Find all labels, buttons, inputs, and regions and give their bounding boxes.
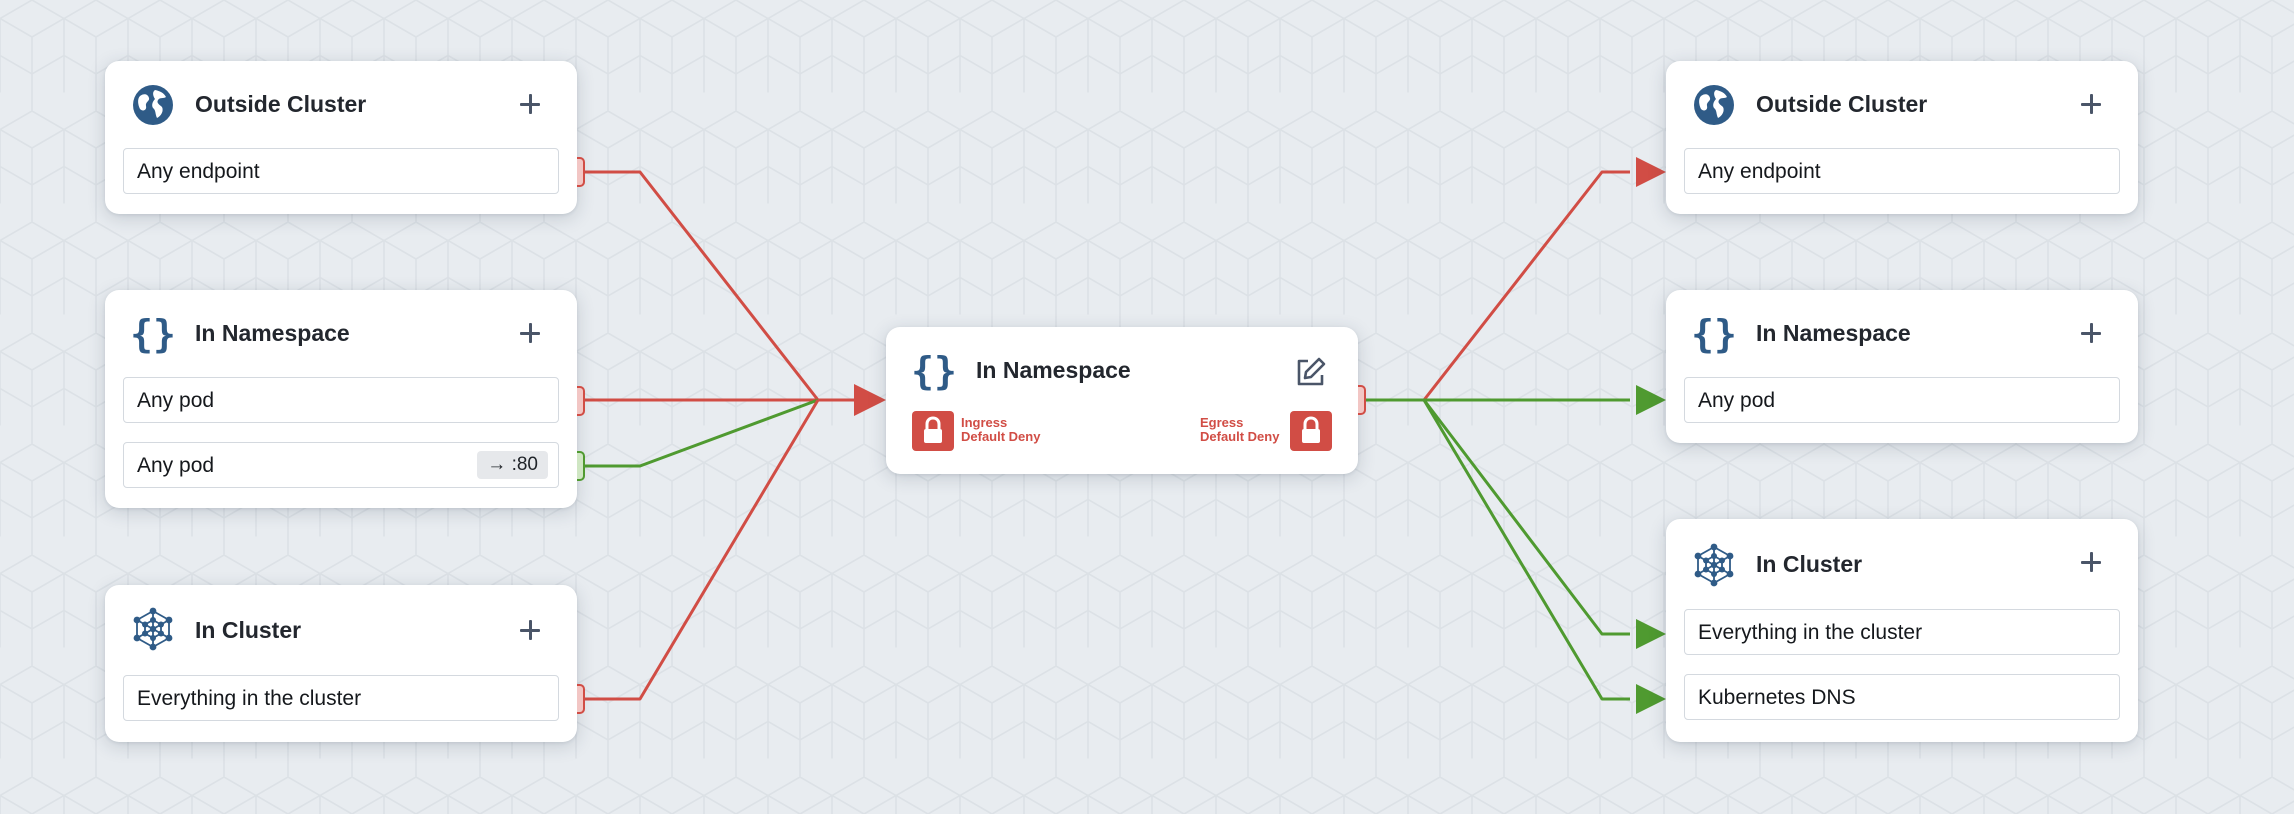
card-title: In Namespace bbox=[195, 320, 350, 346]
port-badge: → :80 bbox=[477, 451, 548, 479]
connection-handle[interactable] bbox=[577, 451, 585, 481]
add-rule-button[interactable] bbox=[517, 320, 543, 346]
rule-row-any-endpoint[interactable]: Any endpoint bbox=[1684, 148, 2120, 194]
egress-policy-label: Egress Default Deny bbox=[1200, 415, 1280, 444]
connection-handle[interactable] bbox=[577, 157, 585, 187]
ingress-lock-button[interactable] bbox=[912, 411, 954, 451]
curly-braces-icon: {} bbox=[131, 312, 175, 356]
egress-lock-button[interactable] bbox=[1290, 411, 1332, 451]
cluster-network-icon bbox=[1694, 543, 1734, 587]
rule-row-everything-in-cluster[interactable]: Everything in the cluster bbox=[123, 675, 559, 721]
lock-icon bbox=[1302, 416, 1320, 443]
egress-in-namespace-card: {} In Namespace Any pod bbox=[1666, 290, 2138, 443]
ingress-in-namespace-card: {} In Namespace Any pod Any pod → :80 bbox=[105, 290, 585, 508]
card-title: In Cluster bbox=[1756, 551, 1863, 577]
rule-label: Any pod bbox=[137, 454, 215, 477]
policy-target-card: {} In Namespace Ingress Default Deny Egr… bbox=[886, 327, 1366, 474]
card-title: Outside Cluster bbox=[195, 91, 367, 117]
svg-text:{}: {} bbox=[131, 312, 175, 356]
add-rule-button[interactable] bbox=[2078, 320, 2104, 346]
egress-outside-cluster-card: Outside Cluster Any endpoint bbox=[1666, 61, 2138, 214]
edit-icon[interactable] bbox=[1294, 355, 1328, 389]
svg-text:{}: {} bbox=[1692, 312, 1736, 356]
add-rule-button[interactable] bbox=[2078, 549, 2104, 575]
add-rule-button[interactable] bbox=[517, 91, 543, 117]
ingress-outside-cluster-card: Outside Cluster Any endpoint bbox=[105, 61, 585, 214]
card-title: Outside Cluster bbox=[1756, 91, 1928, 117]
globe-icon bbox=[1694, 85, 1734, 125]
ingress-in-cluster-card: In Cluster Everything in the cluster bbox=[105, 585, 585, 742]
rule-label: Any pod bbox=[137, 389, 215, 412]
rule-row-any-endpoint[interactable]: Any endpoint bbox=[123, 148, 559, 194]
rule-label: Everything in the cluster bbox=[1698, 621, 1923, 644]
curly-braces-icon: {} bbox=[912, 349, 956, 393]
card-title: In Namespace bbox=[1756, 320, 1911, 346]
ingress-policy-label: Ingress Default Deny bbox=[961, 415, 1041, 444]
curly-braces-icon: {} bbox=[1692, 312, 1736, 356]
connection-handle[interactable] bbox=[577, 386, 585, 416]
rule-label: Any endpoint bbox=[1698, 160, 1821, 183]
svg-text:{}: {} bbox=[912, 349, 956, 393]
rule-row-any-pod[interactable]: Any pod bbox=[123, 377, 559, 423]
rule-row-kubernetes-dns[interactable]: Kubernetes DNS bbox=[1684, 674, 2120, 720]
add-rule-button[interactable] bbox=[517, 617, 543, 643]
add-rule-button[interactable] bbox=[2078, 91, 2104, 117]
rule-label: Everything in the cluster bbox=[137, 687, 362, 710]
globe-icon bbox=[133, 85, 173, 125]
rule-label: Kubernetes DNS bbox=[1698, 686, 1856, 709]
rule-row-any-pod[interactable]: Any pod bbox=[1684, 377, 2120, 423]
egress-in-cluster-card: In Cluster Everything in the cluster Kub… bbox=[1666, 519, 2138, 742]
connection-handle[interactable] bbox=[1358, 385, 1366, 415]
cluster-network-icon bbox=[133, 607, 173, 651]
rule-label: Any endpoint bbox=[137, 160, 260, 183]
rule-label: Any pod bbox=[1698, 389, 1776, 412]
connection-handle[interactable] bbox=[577, 684, 585, 714]
card-title: In Cluster bbox=[195, 617, 302, 643]
card-title: In Namespace bbox=[976, 357, 1131, 383]
rule-row-any-pod-port[interactable]: Any pod → :80 bbox=[123, 442, 559, 488]
lock-icon bbox=[924, 416, 942, 443]
rule-row-everything-in-cluster[interactable]: Everything in the cluster bbox=[1684, 609, 2120, 655]
